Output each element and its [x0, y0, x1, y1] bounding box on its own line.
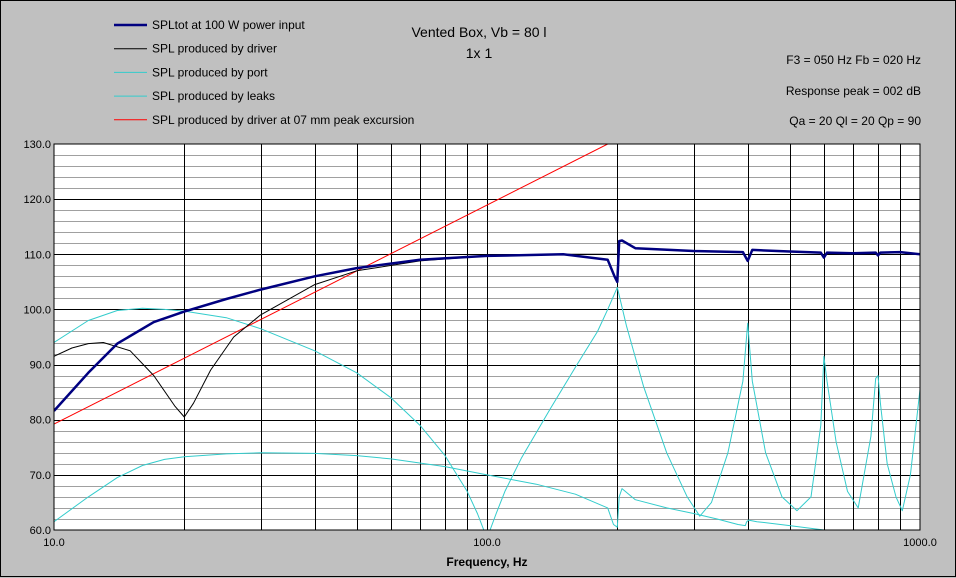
info-q-values: Qa = 20 Ql = 20 Qp = 90: [789, 114, 921, 128]
legend-label-driver: SPL produced by driver: [152, 42, 277, 56]
x-tick-label: 10.0: [43, 537, 64, 549]
info-f3-fb: F3 = 050 Hz Fb = 020 Hz: [786, 53, 921, 67]
y-tick-label: 80.0: [30, 415, 51, 427]
info-response-peak: Response peak = 002 dB: [786, 84, 921, 98]
y-tick-label: 120.0: [23, 194, 51, 206]
plot-border: [53, 143, 921, 531]
series-line-leaks: [54, 452, 830, 530]
legend-label-total: SPLtot at 100 W power input: [152, 18, 305, 32]
chart-subtitle: 1x 1: [466, 45, 493, 61]
series-line-excursion: [54, 144, 608, 425]
legend: SPLtot at 100 W power input SPL produced …: [114, 18, 414, 127]
legend-label-port: SPL produced by port: [152, 65, 268, 79]
x-tick-label: 1000.0: [903, 537, 937, 549]
chart-title: Vented Box, Vb = 80 l: [411, 24, 546, 40]
series-layer: [54, 144, 920, 530]
y-tick-label: 110.0: [24, 249, 51, 261]
series-line-port: [54, 286, 920, 530]
y-tick-label: 70.0: [30, 470, 51, 482]
x-axis-title: Frequency, Hz: [446, 555, 527, 569]
legend-label-excursion: SPL produced by driver at 07 mm peak exc…: [152, 113, 414, 127]
y-tick-label: 130.0: [23, 139, 51, 151]
y-tick-labels: 60.0 70.0 80.0 90.0 100.0 110.0 120.0 130.0: [23, 139, 51, 537]
x-tick-labels: 10.0 100.0 1000.0: [43, 537, 937, 549]
x-tick-label: 100.0: [473, 537, 501, 549]
major-grid: [54, 144, 920, 530]
series-line-total: [54, 239, 920, 412]
y-tick-label: 60.0: [30, 525, 51, 537]
y-tick-label: 90.0: [30, 360, 51, 372]
legend-label-leaks: SPL produced by leaks: [152, 89, 275, 103]
y-tick-label: 100.0: [23, 304, 51, 316]
